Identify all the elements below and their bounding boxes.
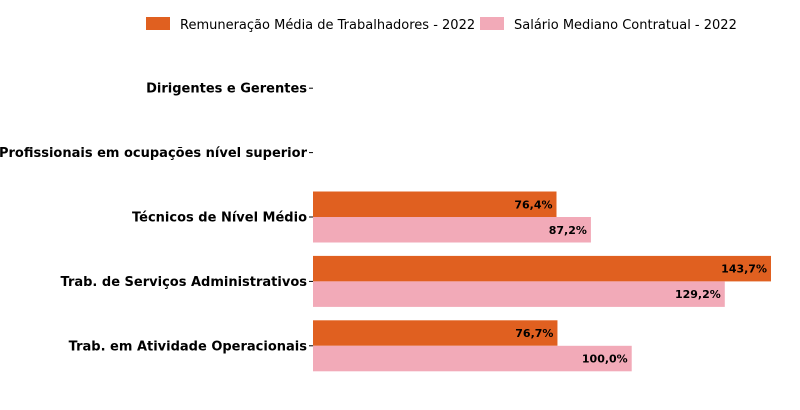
plot-area: Dirigentes e Gerentes Profissionais em oc… [0, 82, 771, 372]
bar-series-2 [313, 345, 632, 372]
legend-swatch-series-2 [480, 17, 504, 30]
chart-legend: Remuneração Média de Trabalhadores - 202… [146, 17, 737, 33]
bar-value-label: 100,0% [582, 353, 628, 366]
bar-value-label: 76,4% [514, 198, 552, 211]
bar-value-label: 87,2% [549, 224, 587, 237]
category-label: Dirigentes e Gerentes [146, 82, 307, 97]
bar-series-1 [313, 191, 557, 217]
bar-series-2 [313, 217, 591, 243]
bar-value-label: 129,2% [675, 288, 721, 301]
bar-value-label: 143,7% [721, 263, 767, 276]
category-label: Trab. em Atividade Operacionais [69, 339, 308, 354]
legend-label-series-2: Salário Mediano Contratual - 2022 [514, 18, 737, 33]
bar-series-1 [313, 320, 558, 346]
category-label: Trab. de Serviços Administrativos [61, 275, 308, 290]
bar-value-label: 76,7% [515, 327, 553, 340]
bar-series-2 [313, 281, 725, 307]
bar-series-1 [313, 255, 771, 282]
legend-label-series-1: Remuneração Média de Trabalhadores - 202… [180, 18, 475, 33]
category-label: Profissionais em ocupações nível superio… [0, 146, 308, 161]
legend-swatch-series-1 [146, 17, 170, 30]
category-label: Técnicos de Nível Médio [132, 211, 307, 226]
